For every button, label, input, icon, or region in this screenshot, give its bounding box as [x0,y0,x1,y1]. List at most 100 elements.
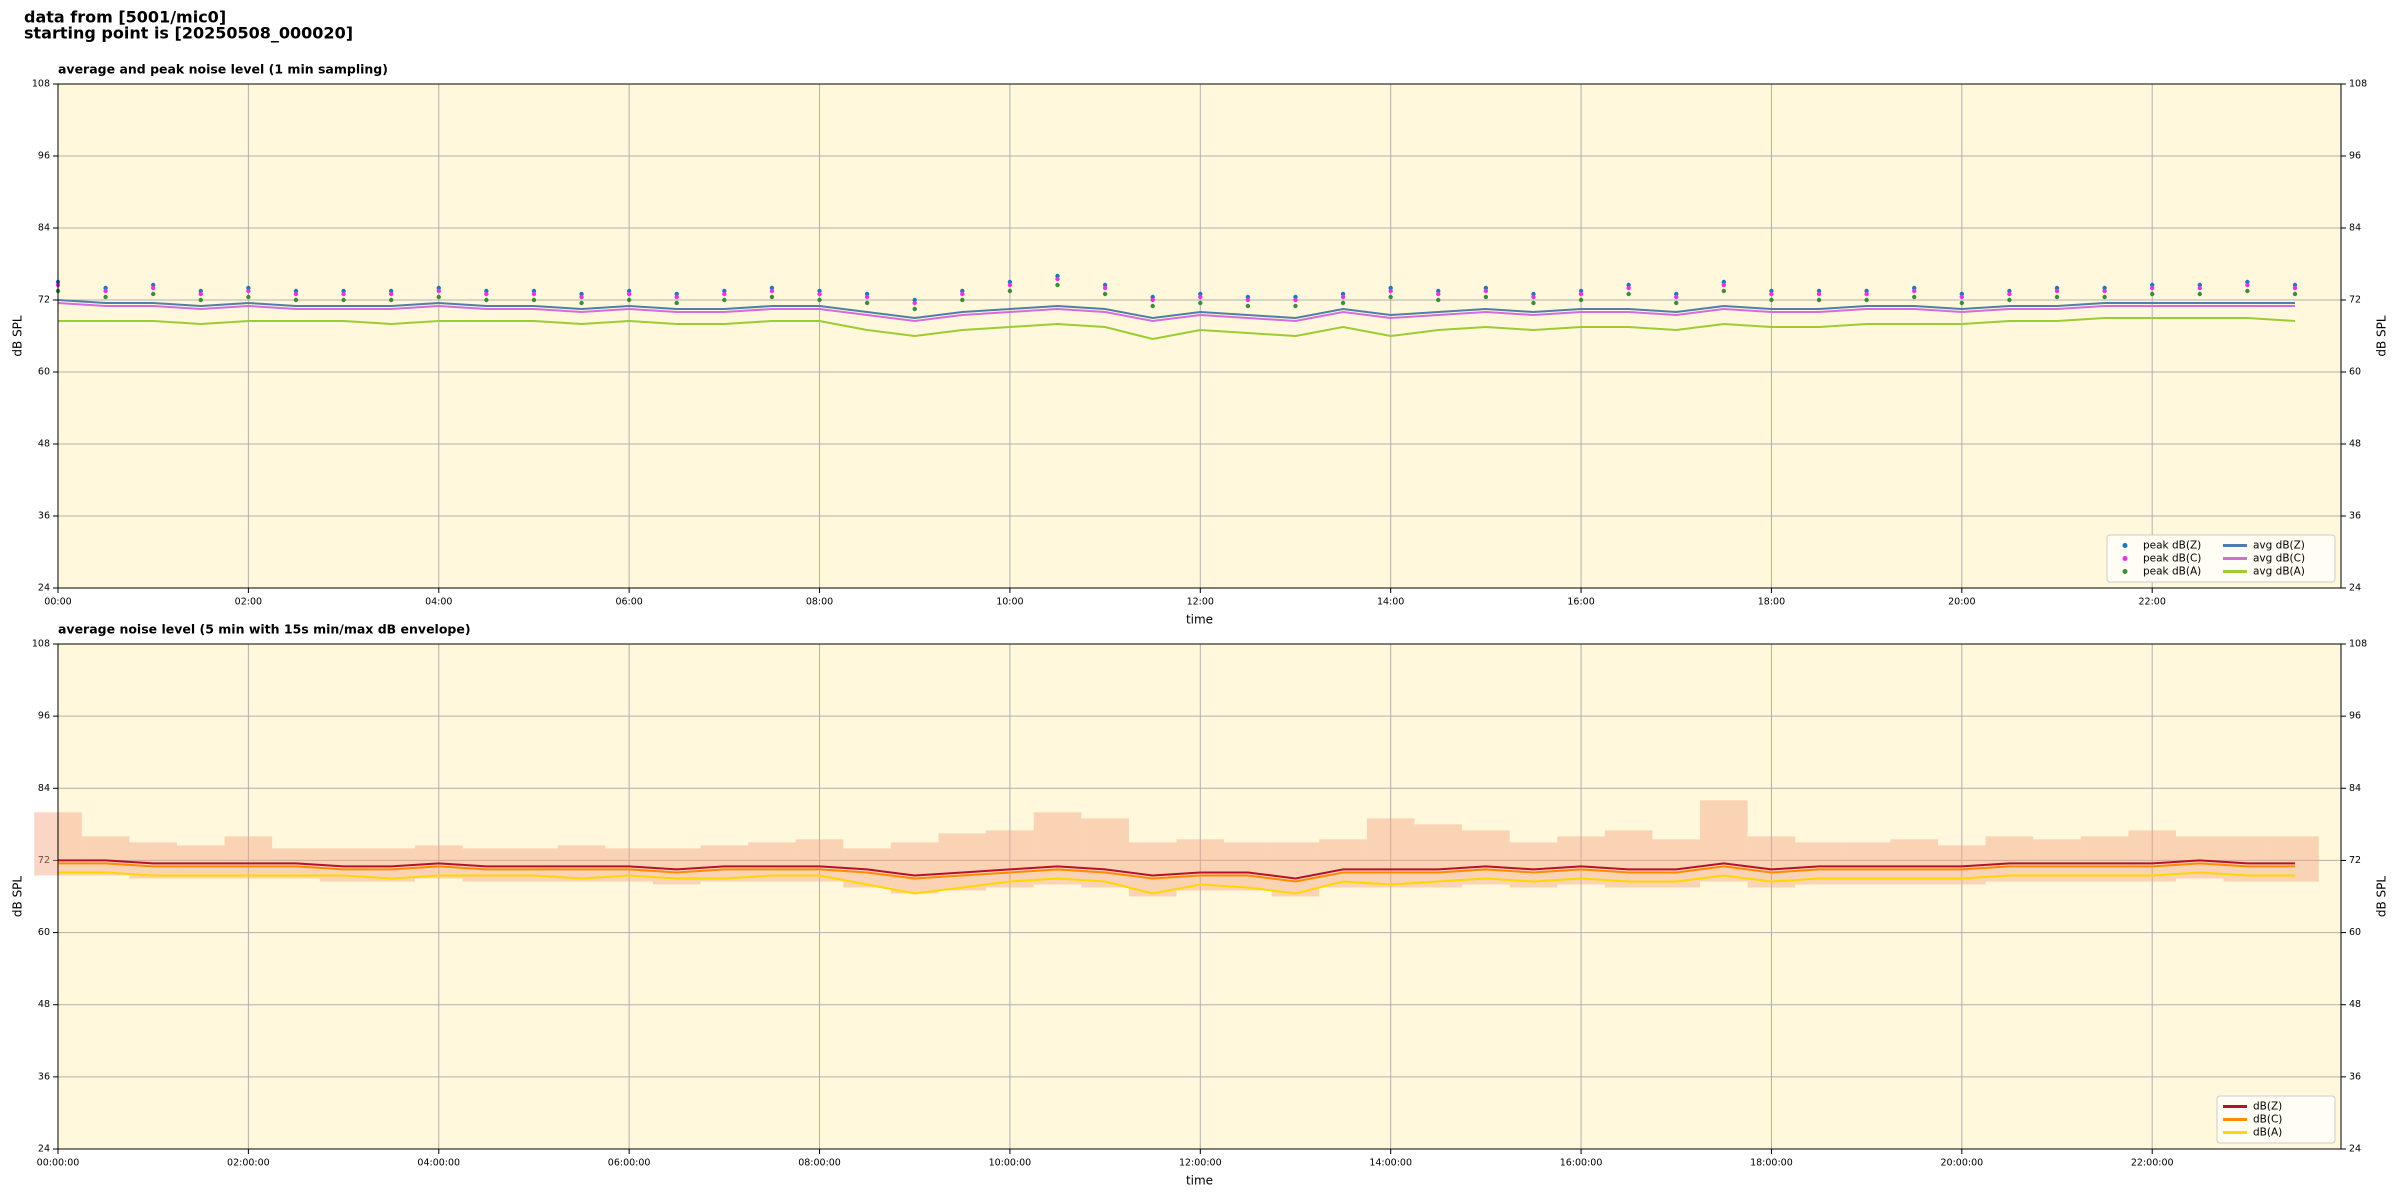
x-tick-label: 18:00:00 [1750,1158,1793,1169]
plot-background [58,644,2341,1149]
chart-title: average noise level (5 min with 15s min/… [58,622,471,637]
y-tick-label: 48 [38,999,50,1010]
y-tick-label: 108 [32,639,50,650]
peak-point [103,288,108,294]
y-tick-label: 84 [38,223,50,234]
legend: peak dB(Z)peak dB(C)peak dB(A)avg dB(Z)a… [2106,534,2336,583]
peak-point [531,291,537,297]
peak-point [1055,276,1060,282]
envelope [700,845,749,882]
y-tick-label: 96 [38,711,50,722]
x-tick-label: 14:00:00 [1369,1158,1412,1169]
x-tick-label: 06:00:00 [608,1158,651,1169]
x-tick-label: 04:00 [425,597,452,608]
peak-point [817,297,822,303]
peak-point [1864,291,1869,297]
envelope [2080,836,2129,882]
x-tick-label: 08:00:00 [798,1158,841,1169]
peak-point [1245,297,1251,303]
peak-point [1150,297,1155,303]
y2-tick-label: 24 [2349,1144,2361,1155]
peak-point [960,297,965,303]
plot-background [58,84,2341,588]
x-axis-label: time [1186,613,1213,627]
series-line [58,862,2295,883]
peak-point [1436,297,1441,303]
y2-tick-label: 96 [2349,151,2361,162]
envelope [81,836,130,876]
y-tick-label: 84 [38,783,50,794]
envelope [986,830,1034,888]
envelope [1224,842,1272,891]
series-line [58,871,2295,895]
header-line: starting point is [20250508_000020] [24,24,353,43]
x-tick-label: 18:00 [1758,597,1785,608]
peak-point [1721,282,1727,288]
envelope [890,842,939,894]
peak-point [722,291,727,297]
peak-point [1388,294,1393,300]
envelope [1176,839,1225,891]
x-tick-label: 08:00 [806,597,833,608]
peak-point [531,297,537,303]
envelope [129,842,177,879]
peak-point [1102,291,1108,297]
peak-point [2197,285,2202,291]
peak-point [1150,303,1155,309]
envelope [1414,824,1463,888]
peak-point [1293,303,1298,309]
peak-point [341,297,346,303]
peak-point [2054,288,2060,294]
x-tick-label: 16:00:00 [1560,1158,1603,1169]
y-tick-label: 36 [38,511,50,522]
peak-point [1293,297,1298,303]
x-tick-label: 14:00 [1377,597,1404,608]
peak-point [2007,297,2012,303]
x-tick-label: 00:00:00 [37,1158,80,1169]
y-tick-label: 48 [38,439,50,450]
peak-point [1007,288,1013,294]
x-axis-label: time [1186,1174,1213,1188]
x-tick-label: 00:00 [44,597,71,608]
peak-point [341,291,346,297]
envelope [938,833,987,891]
legend-label: avg dB(A) [2253,566,2305,578]
y-tick-label: 96 [38,151,50,162]
envelope [1319,839,1367,888]
y-tick-label: 36 [38,1071,50,1082]
peak-point [2102,294,2107,300]
y2-tick-label: 84 [2349,223,2361,234]
peak-point [1816,291,1822,297]
peak-point [1816,297,1822,303]
peak-point [2007,291,2012,297]
envelope [1557,836,1605,885]
peak-point [674,294,679,300]
y2-tick-label: 84 [2349,783,2361,794]
peak-point [2150,291,2155,297]
peak-point [769,294,775,300]
peak-point [293,291,299,297]
y2-tick-label: 60 [2349,367,2361,378]
peak-point [912,306,917,312]
peak-point [960,291,965,297]
legend-label: avg dB(C) [2253,553,2305,565]
peak-point [1769,291,1774,297]
envelope [1081,818,1129,888]
legend-marker [2122,543,2128,548]
peak-point [1912,288,1917,294]
envelope [1462,830,1510,885]
y-axis-label: dB SPL [11,315,25,357]
peak-point [864,294,870,300]
peak-point [2245,288,2250,294]
envelope [1271,842,1320,897]
peak-point [579,294,584,300]
peak-point [293,297,299,303]
envelope [1128,842,1177,897]
peak-point [1531,294,1536,300]
x-tick-label: 02:00 [235,597,262,608]
peak-point [1864,297,1869,303]
legend-label: peak dB(C) [2143,553,2201,565]
peak-point [722,297,727,303]
y-tick-label: 24 [38,1144,50,1155]
